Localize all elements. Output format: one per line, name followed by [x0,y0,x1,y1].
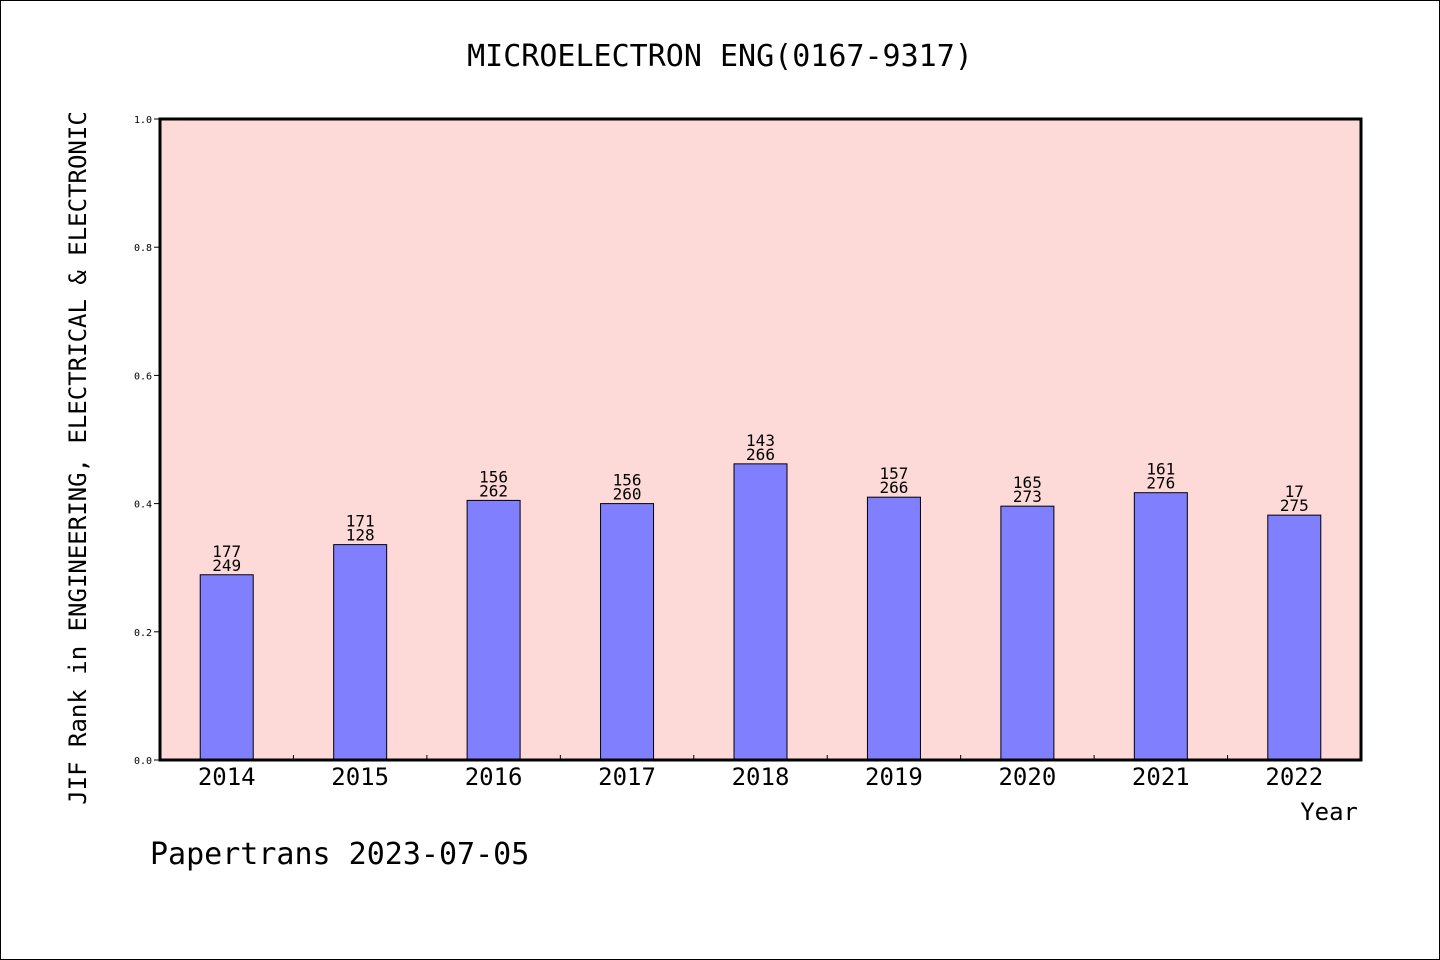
total-label: 260 [613,485,642,504]
x-tick-label: 2019 [865,763,923,791]
bar-2018 [733,463,788,761]
total-label: 276 [1146,474,1175,493]
y-tick-label: 0.8 [134,243,152,254]
total-label: 266 [746,445,775,464]
bar-2014 [199,574,254,761]
rank-label: 177 [212,542,241,561]
x-tick-label: 2014 [198,763,256,791]
y-tick-label: 0.2 [134,628,152,639]
rank-label: 156 [613,471,642,490]
bar-2021 [1133,492,1188,761]
y-axis-label: JIF Rank in ENGINEERING, ELECTRICAL & EL… [64,111,92,805]
rank-label: 161 [1146,460,1175,479]
rank-label: 143 [746,431,775,450]
x-tick-label: 2017 [598,763,656,791]
rank-label: 17 [1285,482,1304,501]
total-label: 128 [346,526,375,545]
x-tick-label: 2015 [331,763,389,791]
x-tick-label: 2016 [465,763,523,791]
chart-title: MICROELECTRON ENG(0167-9317) [467,39,973,74]
x-tick-label: 2018 [732,763,790,791]
bar-2020 [1000,505,1055,761]
bar-2019 [866,496,921,761]
total-label: 262 [479,481,508,500]
y-axis-ticks: 0.0 0.2 0.4 0.6 0.8 1.0 [134,115,160,767]
rank-label: 165 [1013,473,1042,492]
x-axis-ticks: 2014 2015 2016 2017 2018 2019 2020 2021 2022 [198,755,1323,791]
total-label: 273 [1013,487,1042,506]
x-tick-label: 2021 [1132,763,1190,791]
bar-2016 [466,499,521,761]
plot-border [158,117,1363,762]
rank-label: 156 [479,467,508,486]
total-label: 266 [879,478,908,497]
y-tick-label: 0.0 [134,756,152,767]
y-tick-label: 0.4 [134,500,152,511]
footer-text: Papertrans 2023-07-05 [150,837,529,872]
rank-label: 157 [879,464,908,483]
x-tick-label: 2022 [1265,763,1323,791]
x-axis-label: Year [1300,798,1358,826]
y-tick-label: 0.6 [134,371,152,382]
total-label: 249 [212,556,241,575]
total-label: 275 [1280,496,1309,515]
x-tick-label: 2020 [998,763,1056,791]
bar-2015 [333,544,388,761]
bar-2017 [600,503,655,761]
y-tick-label: 1.0 [134,115,152,126]
rank-label: 171 [346,512,375,531]
bars [199,463,1322,761]
bar-2022 [1267,514,1322,761]
